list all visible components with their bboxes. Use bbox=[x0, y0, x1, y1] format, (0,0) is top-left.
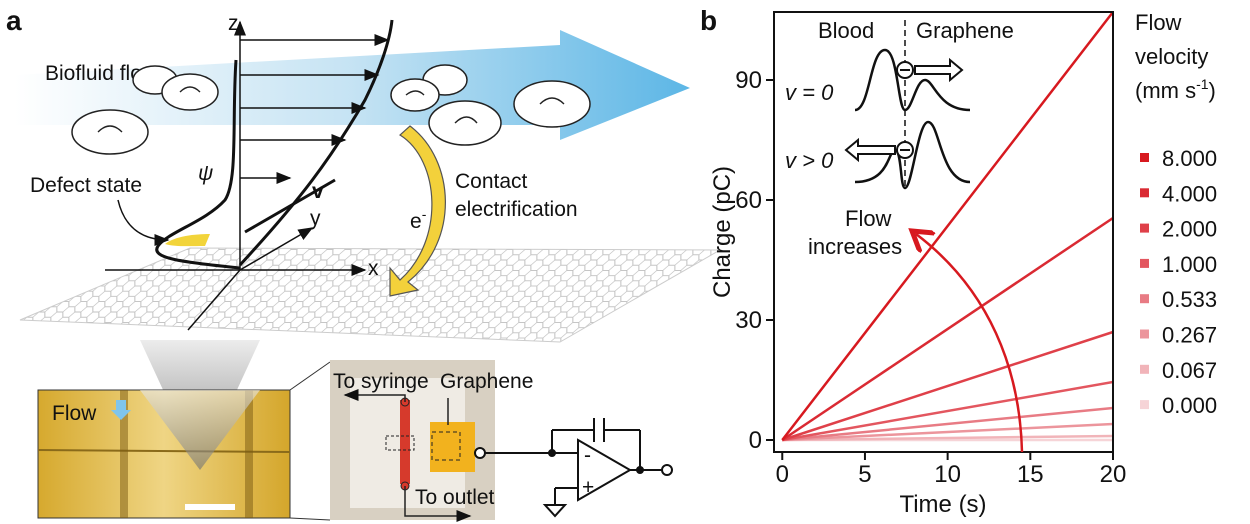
legend-label: 2.000 bbox=[1162, 217, 1217, 242]
x-label: x bbox=[368, 257, 379, 280]
electron-sup: - bbox=[422, 206, 427, 222]
y-label: y bbox=[310, 207, 321, 230]
panel-b: b Charge (pC) Time (s) Flow increases Bl… bbox=[700, 5, 1217, 518]
graphene-label: Graphene bbox=[440, 370, 533, 393]
inset-arrow-label: Flow bbox=[845, 206, 892, 231]
contact-label: Contact bbox=[455, 170, 528, 193]
z-label: z bbox=[228, 12, 239, 35]
legend-unit-text: (mm s bbox=[1135, 78, 1196, 103]
micro-flow-label: Flow bbox=[52, 402, 97, 425]
channel bbox=[400, 400, 410, 484]
x-tick-label: 0 bbox=[776, 461, 789, 488]
y-tick-label: 0 bbox=[749, 427, 762, 454]
legend-swatch bbox=[1140, 153, 1149, 162]
legend-swatch bbox=[1140, 294, 1149, 303]
series-line bbox=[782, 12, 1113, 440]
legend-unit-sup: -1 bbox=[1196, 76, 1209, 92]
x-tick-label: 15 bbox=[1017, 461, 1044, 488]
legend-label: 0.267 bbox=[1162, 323, 1217, 348]
legend-label: 0.000 bbox=[1162, 393, 1217, 418]
inset-right: Graphene bbox=[916, 18, 1014, 43]
syringe-label: To syringe bbox=[333, 370, 429, 393]
legend-unit-end: ) bbox=[1209, 78, 1216, 103]
velocity-label: v bbox=[312, 180, 324, 203]
legend-swatch bbox=[1140, 188, 1149, 197]
inset-left: Blood bbox=[818, 18, 874, 43]
legend-label: 0.067 bbox=[1162, 358, 1217, 383]
graphene-pad bbox=[430, 422, 475, 472]
x-axis-title: Time (s) bbox=[899, 491, 986, 518]
legend-label: 0.533 bbox=[1162, 287, 1217, 312]
legend-title: velocity bbox=[1135, 44, 1208, 69]
legend-label: 1.000 bbox=[1162, 252, 1217, 277]
defect-label: Defect state bbox=[30, 174, 142, 197]
figure: a Biofluid flow z y x ψ v Defect state e… bbox=[0, 0, 1250, 524]
panel-label: a bbox=[6, 5, 22, 36]
inset-potential bbox=[855, 50, 970, 110]
inset-moving: v > 0 bbox=[785, 148, 834, 173]
scale-bar bbox=[185, 504, 235, 510]
legend-swatch bbox=[1140, 365, 1149, 374]
legend-label: 4.000 bbox=[1162, 181, 1217, 206]
legend-swatch bbox=[1140, 400, 1149, 409]
electron-label: e- bbox=[410, 206, 427, 233]
y-tick-label: 60 bbox=[735, 187, 762, 214]
micro-edge bbox=[245, 390, 253, 518]
panel-label: b bbox=[700, 5, 717, 36]
inset-rest: v = 0 bbox=[785, 80, 834, 105]
legend-swatch bbox=[1140, 330, 1149, 339]
inset-arrow-label: increases bbox=[808, 234, 902, 259]
page: {"panel_a": {"label": "a", "z_axis": "z"… bbox=[0, 0, 1250, 524]
defect-arrow bbox=[118, 200, 168, 240]
electron-base: e bbox=[410, 210, 422, 233]
y-tick-label: 90 bbox=[735, 67, 762, 94]
legend-title: Flow bbox=[1135, 10, 1182, 35]
x-tick-label: 10 bbox=[934, 461, 961, 488]
plot-lines bbox=[782, 12, 1113, 440]
legend-unit: (mm s-1) bbox=[1135, 76, 1216, 103]
y-tick-label: 30 bbox=[735, 307, 762, 334]
legend-swatch bbox=[1140, 224, 1149, 233]
legend-swatch bbox=[1140, 259, 1149, 268]
y-axis-title: Charge (pC) bbox=[709, 166, 736, 298]
legend-label: 8.000 bbox=[1162, 146, 1217, 171]
contact-label: electrification bbox=[455, 198, 578, 221]
psi-label: ψ bbox=[198, 162, 213, 185]
x-tick-label: 5 bbox=[858, 461, 871, 488]
zoom-line bbox=[290, 362, 330, 390]
opamp-plus: + bbox=[582, 476, 594, 499]
circuit bbox=[475, 418, 672, 516]
x-tick-label: 20 bbox=[1100, 461, 1127, 488]
outlet-label: To outlet bbox=[415, 486, 495, 509]
zoom-line bbox=[290, 518, 330, 520]
panel-a: a Biofluid flow z y x ψ v Defect state e… bbox=[6, 5, 720, 520]
opamp-minus: - bbox=[584, 444, 591, 467]
